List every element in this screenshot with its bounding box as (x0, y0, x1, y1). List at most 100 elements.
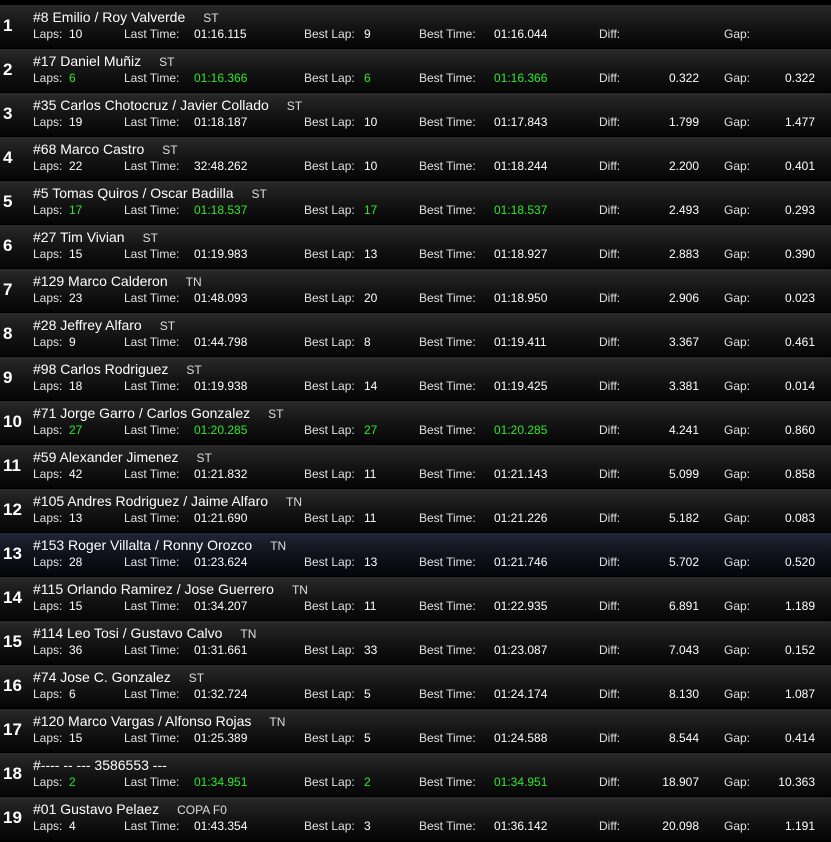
diff-label: Diff: (599, 27, 621, 41)
last-time-label: Last Time: (124, 555, 180, 569)
last-time-value: 01:18.187 (194, 115, 248, 129)
best-time-value: 01:16.366 (494, 71, 548, 85)
best-lap-value: 6 (364, 71, 371, 85)
laps-value: 4 (69, 819, 76, 833)
result-row[interactable]: 10 #71 Jorge Garro / Carlos Gonzalez ST Lap… (0, 401, 831, 444)
best-lap-value: 27 (364, 423, 378, 437)
best-lap-label: Best Lap: (304, 203, 355, 217)
diff-label: Diff: (599, 731, 621, 745)
result-row[interactable]: 3 #35 Carlos Chotocruz / Javier Collado ST… (0, 93, 831, 136)
result-row[interactable]: 2 #17 Daniel Muñiz ST Laps: 6 Last Time: 01:16… (0, 49, 831, 92)
gap-value: 1.087 (784, 687, 815, 701)
best-lap-label: Best Lap: (304, 115, 355, 129)
gap-value: 0.083 (784, 511, 815, 525)
diff-value: 5.182 (668, 511, 699, 525)
gap-label: Gap: (724, 71, 751, 85)
best-time-value: 01:23.087 (494, 643, 548, 657)
result-row[interactable]: 17 #120 Marco Vargas / Alfonso Rojas TN Lap… (0, 709, 831, 752)
result-row[interactable]: 16 #74 Jose C. Gonzalez ST Laps: 6 Last Time:… (0, 665, 831, 708)
result-row[interactable]: 7 #129 Marco Calderon TN Laps: 23 Last Time: 0… (0, 269, 831, 312)
driver-name: #5 Tomas Quiros / Oscar Badilla ST (33, 185, 267, 201)
best-time-label: Best Time: (419, 115, 476, 129)
gap-value: 0.293 (784, 203, 815, 217)
result-row[interactable]: 14 #115 Orlando Ramirez / Jose Guerrero TN… (0, 577, 831, 620)
gap-label: Gap: (724, 379, 751, 393)
best-time-label: Best Time: (419, 599, 476, 613)
last-time-value: 01:19.983 (194, 247, 248, 261)
laps-label: Laps: (33, 27, 63, 41)
best-time-label: Best Time: (419, 511, 476, 525)
position: 9 (3, 368, 13, 387)
laps-value: 2 (69, 775, 76, 789)
gap-label: Gap: (724, 115, 751, 129)
diff-label: Diff: (599, 71, 621, 85)
result-row[interactable]: 11 #59 Alexander Jimenez ST Laps: 42 Last Tim… (0, 445, 831, 488)
best-lap-value: 10 (364, 115, 378, 129)
best-time-value: 01:34.951 (494, 775, 548, 789)
last-time-value: 01:21.832 (194, 467, 248, 481)
result-row[interactable]: 12 #105 Andres Rodriguez / Jaime Alfaro TN… (0, 489, 831, 532)
position: 4 (3, 148, 13, 167)
best-lap-value: 11 (364, 511, 377, 525)
driver-name-text: #5 Tomas Quiros / Oscar Badilla (33, 185, 234, 201)
best-time-label: Best Time: (419, 423, 476, 437)
position: 17 (3, 720, 22, 739)
class-label: TN (286, 495, 303, 509)
best-time-value: 01:24.588 (494, 731, 548, 745)
best-lap-value: 5 (364, 731, 371, 745)
result-row[interactable]: 18 #---- -- --- 3586553 --- Laps: 2 Last Tim… (0, 753, 831, 796)
position: 16 (3, 676, 22, 695)
last-time-value: 01:18.537 (194, 203, 248, 217)
best-lap-label: Best Lap: (304, 423, 355, 437)
position: 18 (3, 764, 22, 783)
result-row[interactable]: 13 #153 Roger Villalta / Ronny Orozco TN La… (0, 533, 831, 576)
position: 10 (3, 412, 22, 431)
result-row[interactable]: 6 #27 Tim Vivian ST Laps: 15 Last Time: 01:19.… (0, 225, 831, 268)
driver-name-text: #27 Tim Vivian (33, 229, 125, 245)
best-lap-label: Best Lap: (304, 335, 355, 349)
driver-name-text: #68 Marco Castro (33, 141, 145, 157)
gap-value: 0.860 (784, 423, 815, 437)
driver-name-text: #74 Jose C. Gonzalez (33, 669, 171, 685)
driver-name: #74 Jose C. Gonzalez ST (33, 669, 204, 685)
class-label: ST (268, 407, 284, 421)
driver-name-text: #98 Carlos Rodriguez (33, 361, 169, 377)
best-time-label: Best Time: (419, 27, 476, 41)
class-label: TN (291, 583, 308, 597)
laps-value: 28 (69, 555, 83, 569)
last-time-value: 01:25.389 (194, 731, 248, 745)
diff-label: Diff: (599, 555, 621, 569)
last-time-label: Last Time: (124, 379, 180, 393)
best-lap-value: 10 (364, 159, 378, 173)
result-row[interactable]: 4 #68 Marco Castro ST Laps: 22 Last Time: 32:4… (0, 137, 831, 180)
best-time-value: 01:16.044 (494, 27, 548, 41)
diff-label: Diff: (599, 599, 621, 613)
diff-label: Diff: (599, 247, 621, 261)
diff-value: 18.907 (662, 775, 699, 789)
result-row[interactable]: 15 #114 Leo Tosi / Gustavo Calvo TN Laps: 36… (0, 621, 831, 664)
result-row[interactable]: 1 #8 Emilio / Roy Valverde ST Laps: 10 Last T… (0, 5, 831, 48)
class-label: ST (159, 319, 176, 333)
diff-label: Diff: (599, 643, 621, 657)
result-row[interactable]: 8 #28 Jeffrey Alfaro ST Laps: 9 Last Time: 01:… (0, 313, 831, 356)
best-lap-value: 11 (364, 467, 377, 481)
result-row[interactable]: 9 #98 Carlos Rodriguez ST Laps: 18 Last Time:… (0, 357, 831, 400)
driver-name-text: #01 Gustavo Pelaez (33, 801, 160, 817)
position: 1 (3, 16, 13, 35)
driver-name: #98 Carlos Rodriguez ST (33, 361, 202, 377)
best-lap-label: Best Lap: (304, 687, 355, 701)
diff-label: Diff: (599, 467, 621, 481)
best-time-label: Best Time: (419, 731, 476, 745)
laps-value: 10 (69, 27, 83, 41)
best-lap-value: 2 (364, 775, 371, 789)
diff-label: Diff: (599, 379, 621, 393)
result-row[interactable]: 5 #5 Tomas Quiros / Oscar Badilla ST Laps: 1… (0, 181, 831, 224)
gap-label: Gap: (724, 555, 751, 569)
best-lap-value: 13 (364, 555, 378, 569)
result-row[interactable]: 19 #01 Gustavo Pelaez COPA F0 Laps: 4 Last Ti… (0, 797, 831, 840)
gap-label: Gap: (724, 335, 751, 349)
last-time-label: Last Time: (124, 599, 180, 613)
laps-label: Laps: (33, 423, 63, 437)
best-lap-label: Best Lap: (304, 71, 355, 85)
last-time-label: Last Time: (124, 775, 180, 789)
